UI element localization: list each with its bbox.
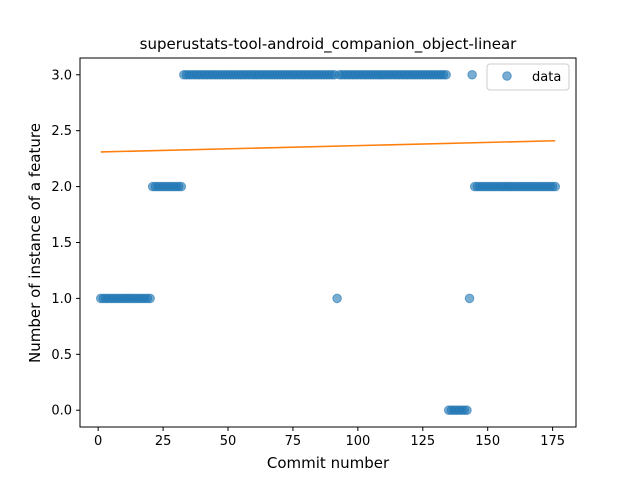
data-point: [550, 181, 561, 192]
plot-area: [95, 69, 561, 416]
y-tick-label: 1.5: [51, 236, 72, 251]
x-tick-label: 25: [155, 434, 172, 449]
data-point: [467, 69, 477, 80]
data-point: [145, 293, 155, 304]
x-tick-label: 125: [410, 434, 435, 449]
y-tick-label: 0.0: [51, 404, 72, 419]
data-point: [464, 293, 475, 304]
x-tick-label: 175: [540, 434, 565, 449]
y-tick-label: 3.0: [51, 68, 72, 83]
y-tick-label: 1.0: [51, 292, 72, 307]
x-tick-label: 0: [94, 434, 102, 449]
y-axis-label: Number of instance of a feature: [26, 123, 44, 363]
data-point: [176, 181, 187, 192]
legend-marker: [502, 71, 512, 81]
data-point: [462, 405, 472, 416]
chart-title: superustats-tool-android_companion_objec…: [140, 35, 517, 54]
x-axis-label: Commit number: [267, 454, 390, 472]
legend-label: data: [532, 70, 561, 85]
x-tick-label: 150: [475, 434, 500, 449]
x-tick-label: 50: [220, 434, 237, 449]
legend-box: [486, 63, 570, 91]
data-point: [332, 293, 342, 304]
x-tick-label: 100: [345, 434, 370, 449]
axes: 0 25 50 75 100 125 150 175 0.0 0.5 1.0 1.5 2.0 2.5 3.0: [51, 57, 577, 449]
y-tick-label: 0.5: [51, 348, 72, 363]
data-point: [441, 69, 451, 80]
y-tick-label: 2.0: [51, 180, 72, 195]
x-tick-label: 75: [285, 434, 302, 449]
axes-frame: [79, 57, 577, 428]
fit-line: [100, 139, 556, 153]
y-tick-label: 2.5: [51, 124, 72, 139]
legend: data: [486, 63, 570, 91]
